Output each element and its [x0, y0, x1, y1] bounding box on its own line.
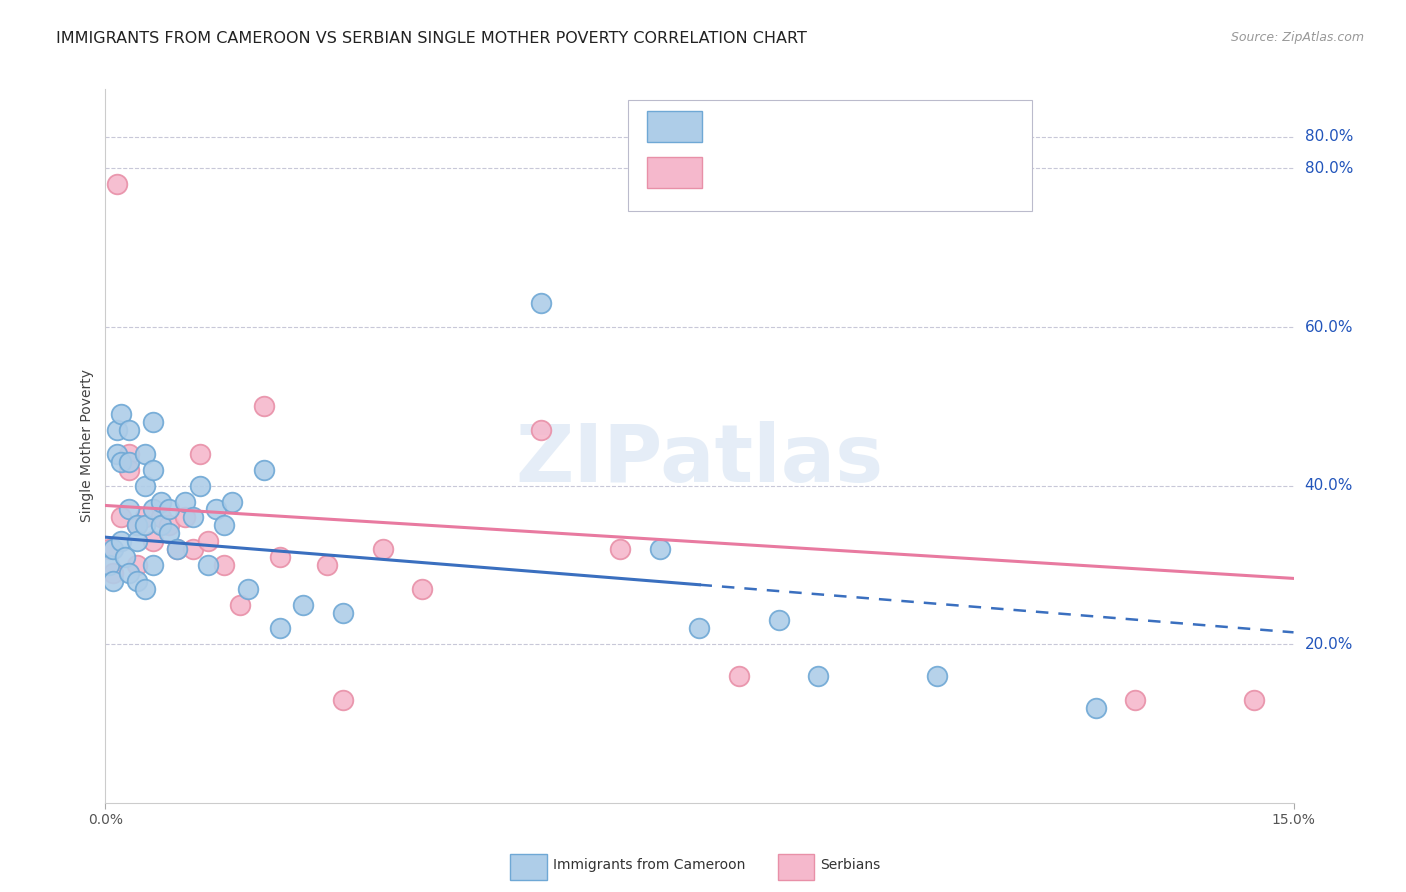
- Point: [205, 502, 228, 516]
- Point: [157, 518, 180, 533]
- Point: [173, 494, 195, 508]
- Point: [110, 407, 132, 421]
- Point: [253, 463, 276, 477]
- Text: ZIPatlas: ZIPatlas: [516, 421, 883, 500]
- Point: [1084, 700, 1107, 714]
- Point: [609, 542, 631, 557]
- Point: [103, 566, 125, 580]
- Text: N = 30: N = 30: [883, 164, 945, 178]
- Point: [181, 542, 204, 557]
- Point: [142, 463, 165, 477]
- Point: [134, 518, 156, 533]
- Point: [181, 510, 204, 524]
- Point: [142, 558, 165, 572]
- Point: [118, 455, 141, 469]
- Point: [269, 549, 291, 564]
- Point: [1243, 692, 1265, 706]
- Point: [807, 669, 830, 683]
- Point: [110, 510, 132, 524]
- Point: [118, 502, 141, 516]
- Point: [214, 558, 236, 572]
- Point: [110, 534, 132, 549]
- Point: [142, 534, 165, 549]
- Point: [166, 542, 188, 557]
- Point: [118, 447, 141, 461]
- Point: [105, 447, 128, 461]
- Point: [316, 558, 339, 572]
- Text: 60.0%: 60.0%: [1305, 319, 1353, 334]
- Point: [253, 400, 276, 414]
- Point: [214, 518, 236, 533]
- Text: IMMIGRANTS FROM CAMEROON VS SERBIAN SINGLE MOTHER POVERTY CORRELATION CHART: IMMIGRANTS FROM CAMEROON VS SERBIAN SING…: [56, 31, 807, 46]
- Point: [149, 518, 172, 533]
- Point: [149, 510, 172, 524]
- Point: [118, 566, 141, 580]
- Point: [411, 582, 433, 596]
- Text: N = 48: N = 48: [883, 118, 945, 132]
- Text: R = -0.126: R = -0.126: [709, 118, 796, 132]
- Text: 20.0%: 20.0%: [1305, 637, 1353, 652]
- Point: [332, 692, 354, 706]
- Text: 40.0%: 40.0%: [1305, 478, 1353, 493]
- Point: [157, 526, 180, 541]
- Point: [269, 621, 291, 635]
- Point: [127, 558, 149, 572]
- Text: Serbians: Serbians: [820, 858, 880, 872]
- Point: [1123, 692, 1146, 706]
- Point: [134, 447, 156, 461]
- Point: [530, 296, 553, 310]
- Point: [110, 455, 132, 469]
- Point: [98, 558, 121, 572]
- Point: [142, 502, 165, 516]
- Point: [166, 542, 188, 557]
- Point: [221, 494, 243, 508]
- Point: [728, 669, 751, 683]
- Point: [648, 542, 671, 557]
- Point: [689, 621, 711, 635]
- Text: 80.0%: 80.0%: [1305, 161, 1353, 176]
- Point: [197, 534, 219, 549]
- Point: [105, 178, 128, 192]
- Text: 80.0%: 80.0%: [1305, 129, 1353, 145]
- Point: [173, 510, 195, 524]
- FancyBboxPatch shape: [647, 111, 702, 142]
- Point: [127, 518, 149, 533]
- Point: [118, 463, 141, 477]
- Point: [127, 574, 149, 588]
- Point: [118, 423, 141, 437]
- Text: Source: ZipAtlas.com: Source: ZipAtlas.com: [1230, 31, 1364, 45]
- Point: [134, 478, 156, 492]
- Point: [190, 447, 212, 461]
- Point: [114, 549, 136, 564]
- Point: [332, 606, 354, 620]
- Point: [134, 510, 156, 524]
- Point: [149, 494, 172, 508]
- Point: [127, 518, 149, 533]
- Point: [530, 423, 553, 437]
- Point: [768, 614, 790, 628]
- Point: [292, 598, 315, 612]
- Point: [105, 423, 128, 437]
- Point: [197, 558, 219, 572]
- Text: R = -0.123: R = -0.123: [709, 164, 796, 178]
- Text: Immigrants from Cameroon: Immigrants from Cameroon: [553, 858, 745, 872]
- Point: [134, 582, 156, 596]
- Y-axis label: Single Mother Poverty: Single Mother Poverty: [80, 369, 94, 523]
- Point: [103, 574, 125, 588]
- FancyBboxPatch shape: [628, 100, 1032, 211]
- Point: [98, 542, 121, 557]
- Point: [157, 502, 180, 516]
- Point: [925, 669, 948, 683]
- Point: [142, 415, 165, 429]
- Point: [190, 478, 212, 492]
- Point: [103, 542, 125, 557]
- Point: [236, 582, 259, 596]
- Point: [229, 598, 252, 612]
- Point: [127, 534, 149, 549]
- Point: [371, 542, 394, 557]
- FancyBboxPatch shape: [647, 157, 702, 188]
